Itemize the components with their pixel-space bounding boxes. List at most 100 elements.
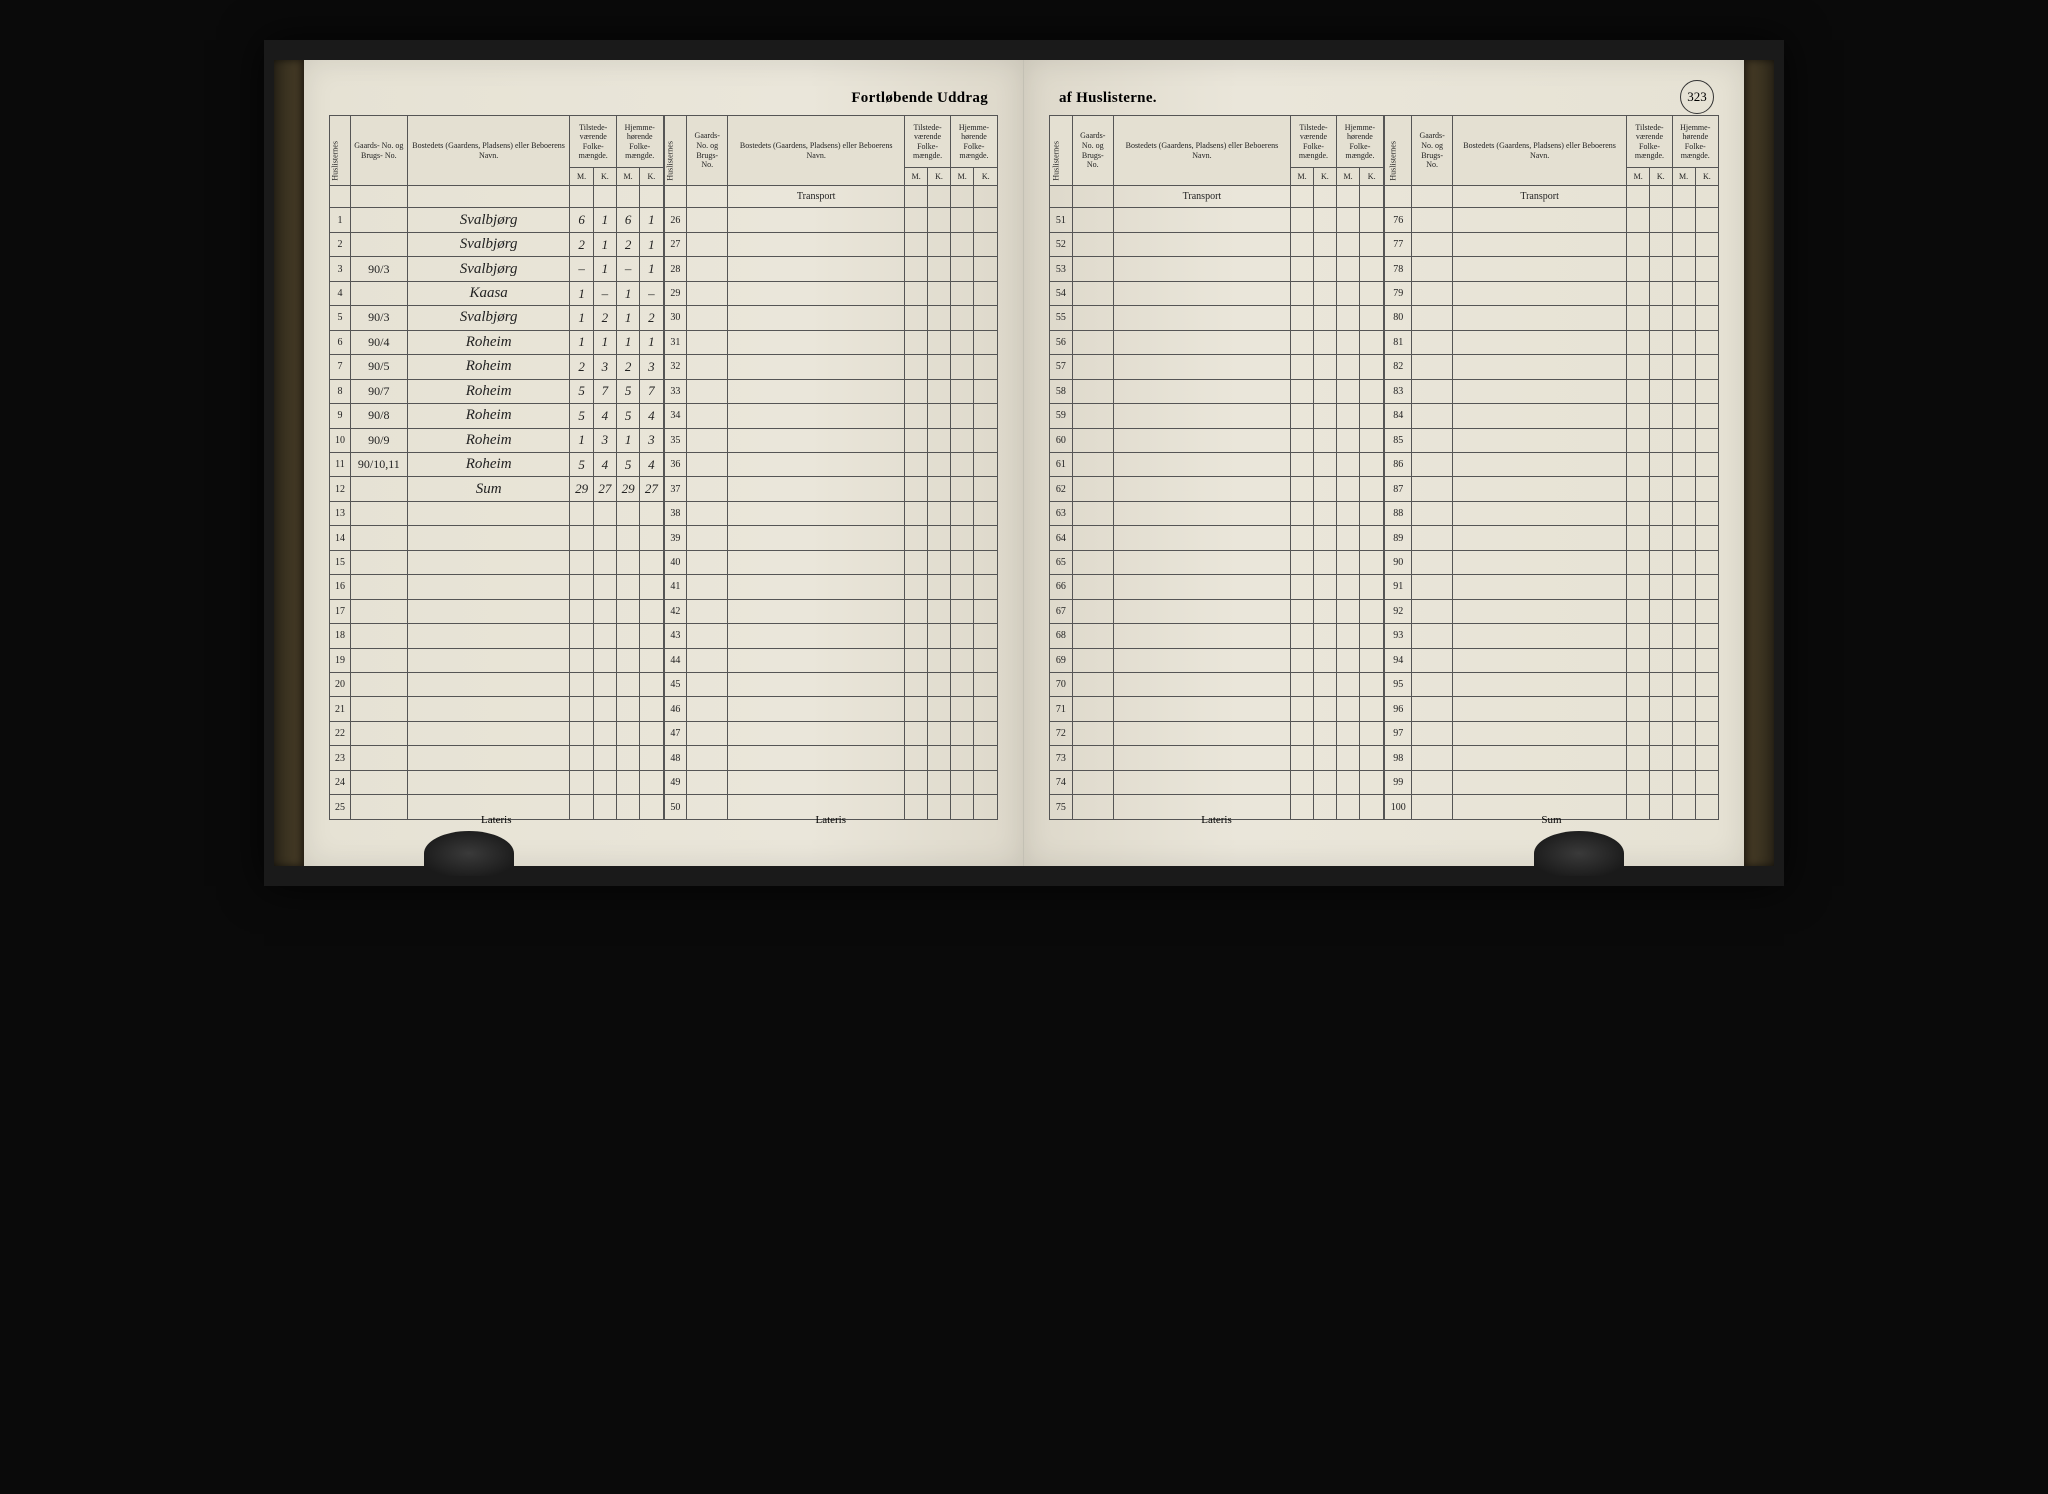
hjemme-m	[616, 599, 639, 623]
row-number: 44	[664, 648, 687, 672]
tilstede-m	[570, 624, 593, 648]
tilstede-m: 1	[570, 306, 593, 330]
hjemme-m	[616, 648, 639, 672]
tilstede-k	[593, 746, 616, 770]
tilstede-k	[593, 624, 616, 648]
tilstede-m	[570, 575, 593, 599]
hjemme-m	[616, 575, 639, 599]
page-number: 323	[1680, 80, 1714, 114]
table-row: 61	[1050, 452, 1384, 476]
row-number: 26	[664, 208, 687, 232]
row-number: 92	[1385, 599, 1412, 623]
row-number: 65	[1050, 550, 1073, 574]
hjemme-m: 1	[616, 330, 639, 354]
hdr-m: M.	[570, 168, 593, 186]
row-number: 66	[1050, 575, 1073, 599]
table-row: 35	[664, 428, 998, 452]
tilstede-k	[593, 673, 616, 697]
hjemme-m	[616, 624, 639, 648]
table-row: 52	[1050, 232, 1384, 256]
hjemme-m: 29	[616, 477, 639, 501]
table-row: 4 Kaasa 1 – 1 –	[330, 281, 664, 305]
table-row: 63	[1050, 501, 1384, 525]
table-row: 42	[664, 599, 998, 623]
row-number: 59	[1050, 404, 1073, 428]
table-row: 40	[664, 550, 998, 574]
table-row: 11 90/10,11 Roheim 5 4 5 4	[330, 452, 664, 476]
row-number: 37	[664, 477, 687, 501]
tilstede-m: 1	[570, 330, 593, 354]
hjemme-m	[616, 746, 639, 770]
table-row: 30	[664, 306, 998, 330]
place-name: Svalbjørg	[407, 257, 570, 281]
hjemme-m: 1	[616, 281, 639, 305]
place-name	[407, 648, 570, 672]
hdr-hjemme: Hjemme- hørende Folke- mængde.	[616, 116, 663, 168]
gaard-no	[350, 550, 407, 574]
row-number: 16	[330, 575, 351, 599]
gaard-no: 90/4	[350, 330, 407, 354]
hdr-gaard: Gaards- No. og Brugs- No.	[687, 116, 728, 186]
gaard-no: 90/3	[350, 257, 407, 281]
hdr-husliste: Huslisternes	[666, 141, 676, 181]
hdr-husliste: Huslisternes	[330, 141, 340, 181]
row-number: 15	[330, 550, 351, 574]
hjemme-k: 4	[640, 452, 663, 476]
place-name	[407, 697, 570, 721]
table-row: 29	[664, 281, 998, 305]
tilstede-k: 2	[593, 306, 616, 330]
tilstede-m	[570, 501, 593, 525]
hjemme-k: 4	[640, 404, 663, 428]
table-row: 8 90/7 Roheim 5 7 5 7	[330, 379, 664, 403]
hjemme-m	[616, 697, 639, 721]
table-row: 36	[664, 452, 998, 476]
tilstede-k	[593, 501, 616, 525]
table-row: 84	[1385, 404, 1719, 428]
table-row: 70	[1050, 673, 1384, 697]
table-row: 10 90/9 Roheim 1 3 1 3	[330, 428, 664, 452]
row-number: 48	[664, 746, 687, 770]
tilstede-k: 3	[593, 355, 616, 379]
row-number: 72	[1050, 721, 1073, 745]
row-number: 39	[664, 526, 687, 550]
hdr-tilstede: Tilstede- værende Folke- mængde.	[905, 116, 951, 168]
row-number: 63	[1050, 501, 1073, 525]
row-number: 76	[1385, 208, 1412, 232]
hjemme-k: –	[640, 281, 663, 305]
row-number: 91	[1385, 575, 1412, 599]
table-row: 82	[1385, 355, 1719, 379]
row-number: 8	[330, 379, 351, 403]
table-row: 64	[1050, 526, 1384, 550]
table-row: 48	[664, 746, 998, 770]
hjemme-k	[640, 770, 663, 794]
place-name: Roheim	[407, 379, 570, 403]
table-row: 59	[1050, 404, 1384, 428]
hjemme-k	[640, 721, 663, 745]
table-row: 66	[1050, 575, 1384, 599]
hjemme-k: 1	[640, 330, 663, 354]
tilstede-k: 4	[593, 452, 616, 476]
tilstede-k: 27	[593, 477, 616, 501]
table-row: 99	[1385, 770, 1719, 794]
row-number: 56	[1050, 330, 1073, 354]
tilstede-k	[593, 721, 616, 745]
ledger-col-3: Huslisternes Gaards- No. og Brugs- No. B…	[1049, 115, 1384, 820]
row-number: 69	[1050, 648, 1073, 672]
table-row: 12 Sum 29 27 29 27	[330, 477, 664, 501]
table-row: 26	[664, 208, 998, 232]
place-name	[407, 599, 570, 623]
table-row: 31	[664, 330, 998, 354]
place-name	[407, 624, 570, 648]
row-number: 99	[1385, 770, 1412, 794]
row-number: 54	[1050, 281, 1073, 305]
table-row: 54	[1050, 281, 1384, 305]
row-number: 84	[1385, 404, 1412, 428]
table-row: 91	[1385, 575, 1719, 599]
place-name	[407, 746, 570, 770]
place-name: Roheim	[407, 355, 570, 379]
table-row: 95	[1385, 673, 1719, 697]
hjemme-k	[640, 697, 663, 721]
table-row: 34	[664, 404, 998, 428]
table-row: 72	[1050, 721, 1384, 745]
table-row: 77	[1385, 232, 1719, 256]
